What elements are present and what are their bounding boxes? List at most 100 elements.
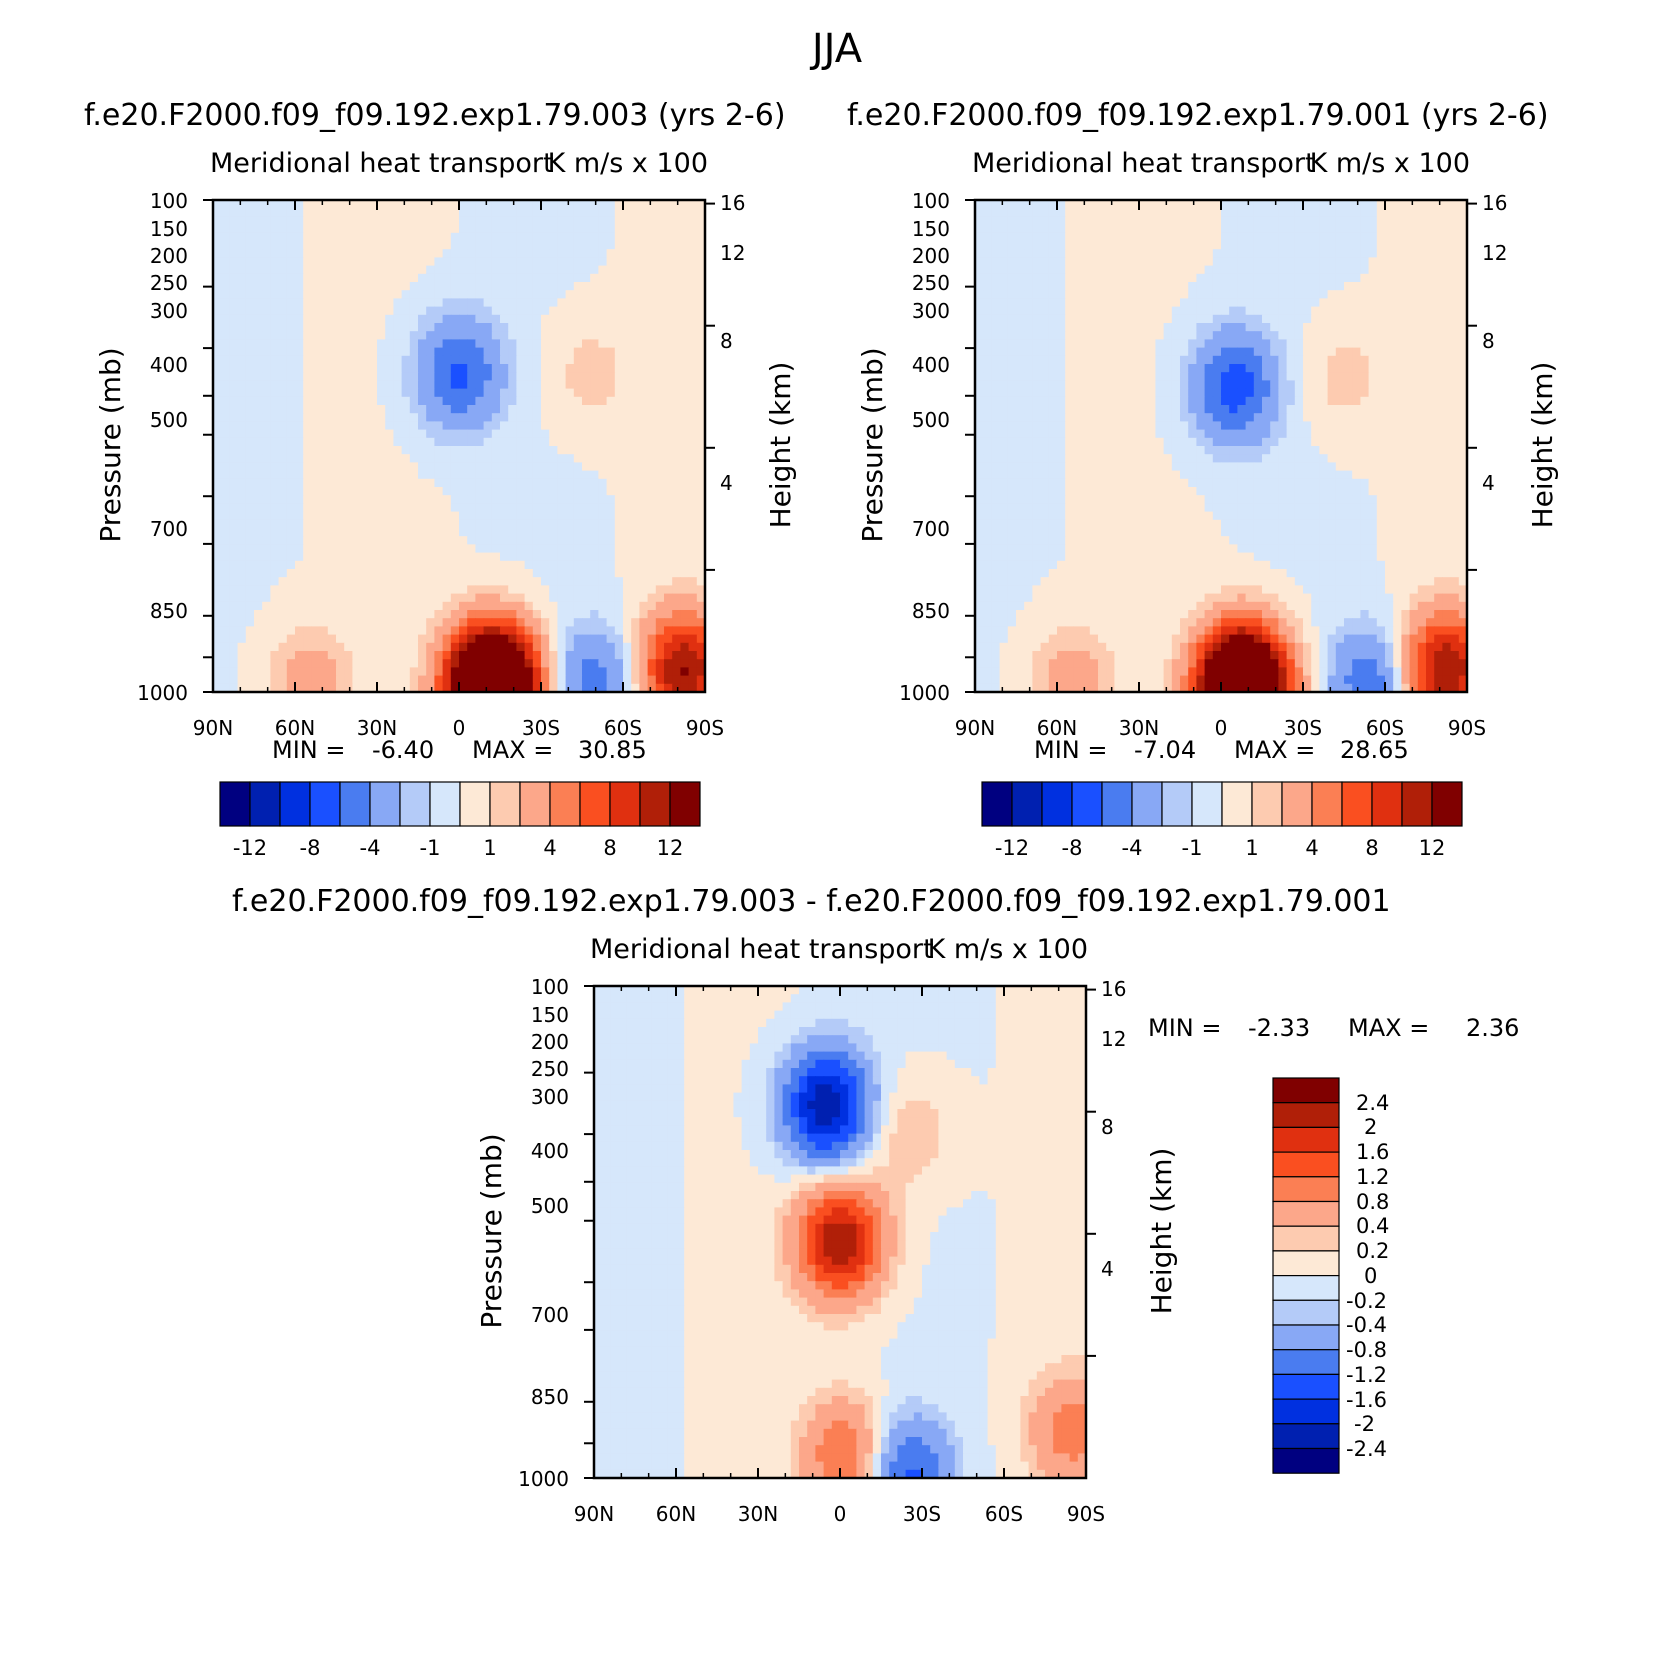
field-cell — [549, 585, 558, 595]
field-cell — [688, 241, 698, 250]
field-cell — [418, 560, 427, 570]
field-cell — [311, 339, 321, 349]
field-cell — [295, 380, 304, 390]
field-cell — [1262, 224, 1271, 234]
field-cell — [590, 667, 599, 677]
field-cell — [254, 569, 263, 578]
field-cell — [229, 610, 239, 619]
field-cell — [377, 454, 386, 463]
field-cell — [532, 569, 542, 578]
field-cell — [631, 675, 640, 685]
colorbar-swatch-0 — [219, 781, 251, 827]
field-cell — [664, 585, 673, 595]
field-cell — [623, 208, 632, 217]
field-cell — [647, 323, 657, 332]
field-cell — [352, 200, 362, 209]
field-cell — [631, 659, 640, 668]
field-cell — [573, 626, 583, 636]
field-cell — [1376, 355, 1386, 365]
field-cell — [500, 683, 509, 693]
field-cell — [590, 675, 599, 685]
field-cell — [229, 495, 239, 504]
field-cell — [475, 339, 485, 349]
field-cell — [1007, 273, 1017, 283]
field-cell — [508, 232, 517, 242]
field-cell — [352, 610, 362, 619]
field-cell — [1024, 314, 1033, 324]
field-cell — [467, 519, 476, 529]
field-cell — [664, 446, 673, 455]
field-cell — [1106, 249, 1115, 258]
field-cell — [696, 208, 706, 217]
field-cell — [336, 593, 345, 603]
field-cell — [385, 683, 394, 693]
field-cell — [418, 249, 427, 258]
field-cell — [647, 224, 657, 234]
field-cell — [1147, 216, 1156, 226]
field-cell — [1196, 249, 1206, 258]
field-cell — [483, 642, 493, 652]
field-cell — [532, 503, 542, 513]
field-cell — [532, 396, 542, 406]
panel-1-y-tick-right-2: 8 — [720, 329, 733, 353]
field-cell — [344, 519, 353, 529]
field-cell — [639, 585, 649, 595]
field-cell — [688, 519, 698, 529]
field-cell — [1180, 232, 1189, 242]
field-cell — [1139, 208, 1148, 217]
field-cell — [368, 651, 378, 660]
field-cell — [409, 265, 419, 275]
field-cell — [467, 560, 476, 570]
field-cell — [991, 224, 1001, 234]
field-cell — [270, 544, 280, 554]
field-cell — [1352, 314, 1361, 324]
field-cell — [237, 642, 247, 652]
field-cell — [270, 249, 280, 258]
field-cell — [434, 659, 444, 668]
field-cell — [377, 470, 386, 480]
field-cell — [1139, 355, 1148, 365]
field-cell — [1171, 232, 1181, 242]
field-cell — [1294, 232, 1304, 242]
field-cell — [500, 675, 509, 685]
field-cell — [1130, 273, 1140, 283]
field-cell — [557, 626, 567, 636]
field-cell — [1319, 257, 1329, 267]
field-cell — [1360, 298, 1370, 308]
field-cell — [344, 437, 353, 447]
field-cell — [532, 462, 542, 472]
field-cell — [696, 560, 706, 570]
field-cell — [434, 454, 444, 463]
field-cell — [401, 298, 411, 308]
field-cell — [1368, 249, 1378, 258]
field-cell — [409, 372, 419, 381]
field-cell — [1221, 249, 1230, 258]
panel-1-y-tick-7: 700 — [150, 517, 188, 541]
field-cell — [262, 544, 271, 554]
field-cell — [1245, 306, 1255, 316]
field-cell — [1089, 282, 1099, 291]
field-cell — [393, 364, 403, 373]
field-cell — [213, 478, 222, 488]
field-cell — [1344, 257, 1353, 267]
field-cell — [1081, 216, 1091, 226]
field-cell — [1253, 347, 1263, 357]
field-cell — [1385, 241, 1394, 250]
field-cell — [1319, 208, 1329, 217]
field-cell — [327, 323, 337, 332]
field-cell — [606, 290, 616, 299]
field-cell — [696, 388, 706, 398]
field-cell — [1311, 314, 1320, 324]
field-cell — [688, 388, 698, 398]
field-cell — [590, 208, 599, 217]
field-cell — [1024, 347, 1033, 357]
field-cell — [319, 626, 329, 636]
field-cell — [664, 364, 673, 373]
field-cell — [565, 388, 575, 398]
field-cell — [483, 249, 493, 258]
field-cell — [623, 273, 632, 283]
field-cell — [639, 544, 649, 554]
field-cell — [549, 495, 558, 504]
field-cell — [286, 323, 296, 332]
field-cell — [229, 232, 239, 242]
